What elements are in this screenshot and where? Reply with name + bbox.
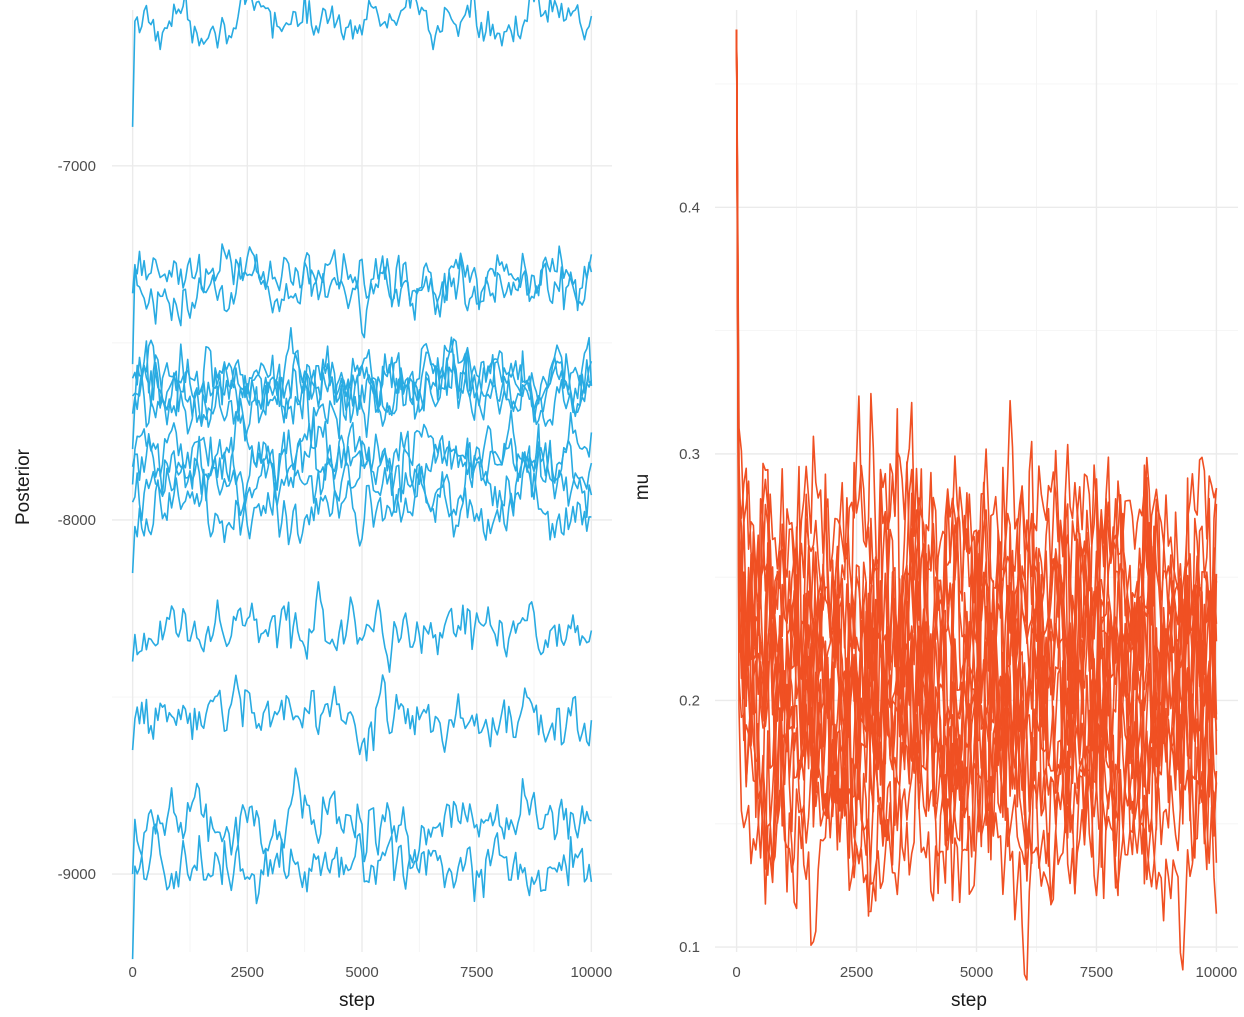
mu-x-tick-label: 7500: [1080, 964, 1113, 981]
mu-y-tick-label: 0.1: [679, 939, 700, 956]
posterior-y-tick-label: -7000: [58, 158, 96, 175]
posterior-series-line: [131, 246, 593, 339]
posterior-series-line: [131, 674, 593, 762]
posterior-y-axis-title: Posterior: [13, 448, 34, 525]
mu-x-axis-title: step: [951, 990, 987, 1011]
posterior-y-ticks: -9000 -8000 -7000: [58, 158, 96, 883]
posterior-series-line: [131, 823, 593, 960]
posterior-x-tick-label: 2500: [231, 964, 264, 981]
posterior-series-line: [131, 767, 592, 875]
posterior-x-tick-label: 10000: [570, 964, 612, 981]
mu-x-tick-label: 0: [732, 964, 740, 981]
mu-series-line: [735, 29, 1218, 704]
mu-series-line: [735, 29, 1218, 640]
posterior-x-tick-label: 0: [128, 964, 136, 981]
mu-series-group: [735, 29, 1218, 981]
posterior-series-line: [131, 445, 592, 574]
mu-series-line: [735, 29, 1218, 858]
mu-y-ticks: 0.1 0.2 0.3 0.4: [679, 199, 700, 956]
mu-x-ticks: 0 2500 5000 7500 10000: [732, 964, 1237, 981]
posterior-y-tick-label: -9000: [58, 866, 96, 883]
mu-y-tick-label: 0.3: [679, 446, 700, 463]
posterior-series-group: [131, 0, 593, 960]
posterior-gridlines: [112, 10, 612, 952]
mu-trace-panel: 0 2500 5000 7500 10000 0.1 0.2 0.3 0.4 step mu: [632, 10, 1238, 1011]
mu-y-tick-label: 0.4: [679, 199, 700, 216]
mu-y-tick-label: 0.2: [679, 692, 700, 709]
posterior-series-line: [131, 243, 593, 365]
posterior-series-line: [131, 413, 593, 517]
posterior-x-ticks: 0 2500 5000 7500 10000: [128, 964, 612, 981]
mu-y-axis-title: mu: [632, 474, 653, 500]
posterior-y-tick-label: -8000: [58, 512, 96, 529]
posterior-series-line: [131, 336, 593, 425]
posterior-series-line: [131, 346, 592, 428]
posterior-series-line: [131, 356, 593, 442]
posterior-trace-panel: 0 2500 5000 7500 10000 -9000-8000-7000 step …: [13, 0, 612, 1011]
mu-x-tick-label: 2500: [840, 964, 873, 981]
mu-x-tick-label: 5000: [960, 964, 993, 981]
posterior-series-line: [131, 0, 593, 127]
posterior-x-tick-label: 7500: [460, 964, 493, 981]
posterior-x-tick-label: 5000: [345, 964, 378, 981]
posterior-x-axis-title: step: [339, 990, 375, 1011]
mu-x-tick-label: 10000: [1196, 964, 1238, 981]
posterior-series-line: [131, 581, 593, 673]
